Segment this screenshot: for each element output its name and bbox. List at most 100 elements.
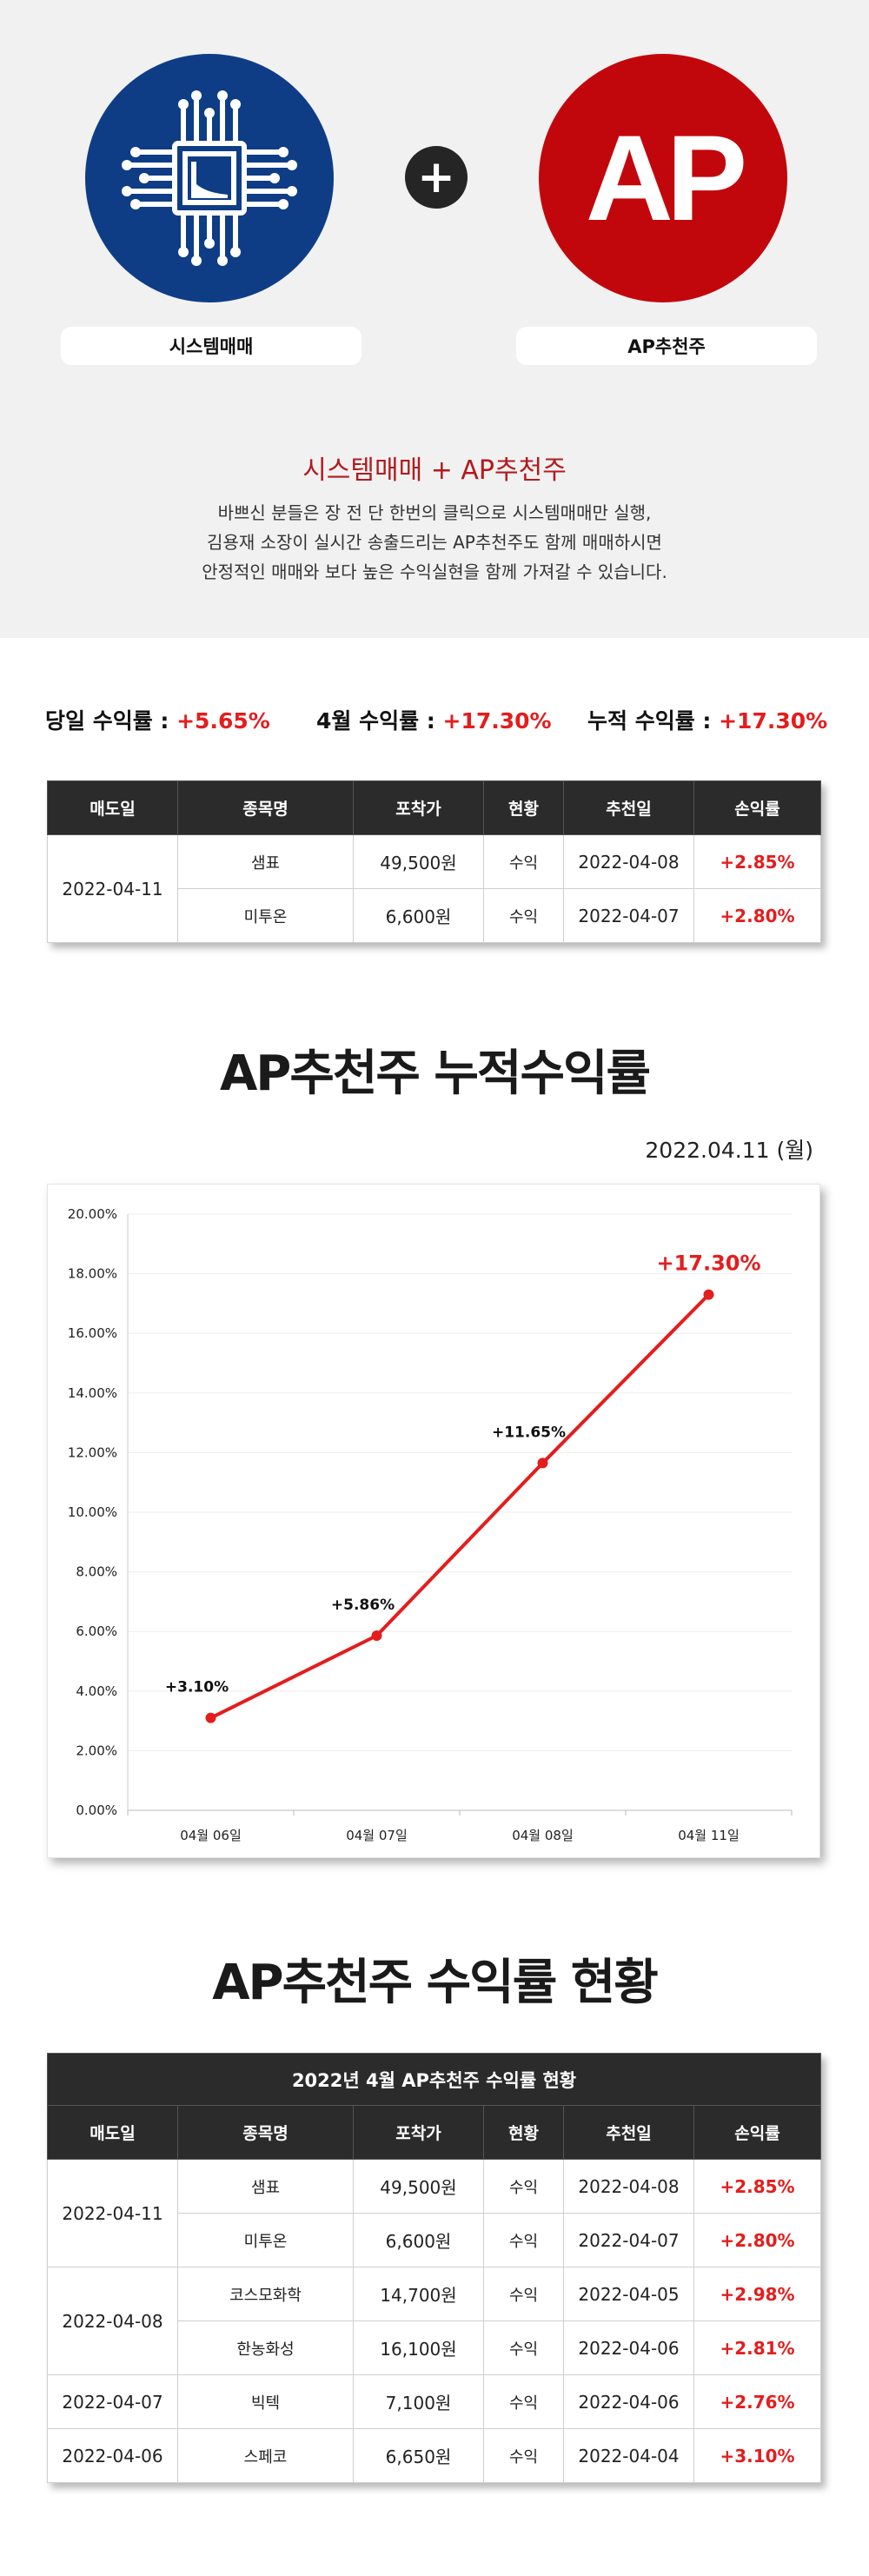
stock-name-cell: 코스모화학: [177, 2267, 354, 2321]
monthly-return-value: +17.30%: [442, 708, 552, 734]
column-header: 현황: [483, 2105, 564, 2160]
table-row: 2022-04-11 샘표 49,500원 수익 2022-04-08 +2.85%: [47, 834, 821, 943]
system-trading-logo: [85, 54, 334, 302]
data-point: [371, 1630, 382, 1642]
rec-date-cell: 2022-04-08: [563, 2159, 694, 2214]
data-label: +11.65%: [492, 1424, 566, 1441]
monthly-return-label: 4월 수익률 :: [316, 708, 443, 734]
sell-date-cell: 2022-04-11: [47, 2159, 178, 2267]
table-caption: 2022년 4월 AP추천주 수익률 현황: [46, 2053, 822, 2106]
table-row: 2022-04-07 빅텍 7,100원 수익 2022-04-06 +2.76%: [47, 2374, 822, 2429]
recent-returns-table: 매도일 종목명 포착가 현황 추천일 손익률 2022-04-11 샘표 49,500원 수익 2…: [47, 780, 821, 943]
column-header: 추천일: [563, 780, 694, 835]
intro-text-line-3: 안정적인 매매와 보다 높은 수익실현을 함께 가져갈 수 있습니다.: [202, 561, 667, 582]
table-row: 2022-04-06 스페코 6,650원 수익 2022-04-04 +3.10%: [47, 2428, 822, 2483]
sell-date-cell: 2022-04-07: [47, 2374, 178, 2429]
column-header: 매도일: [47, 780, 178, 835]
status-cell: 수익: [483, 2428, 564, 2483]
x-tick-label: 04월 07일: [346, 1828, 408, 1843]
series-line: [209, 1293, 710, 1720]
intro-section: 시스템매매 + AP추천주 바쁘신 분들은 장 전 단 한번의 클릭으로 시스템…: [0, 410, 869, 638]
data-point: [205, 1712, 216, 1723]
daily-return-label: 당일 수익률 :: [45, 708, 177, 734]
y-tick-label: 12.00%: [68, 1444, 117, 1460]
x-tick-label: 04월 06일: [180, 1828, 242, 1843]
price-cell: 6,600원: [353, 2213, 484, 2267]
price-cell: 6,600원: [353, 888, 484, 943]
return-rate-cell: +2.85%: [693, 834, 821, 889]
price-cell: 49,500원: [353, 2159, 484, 2214]
data-label: +5.86%: [331, 1597, 395, 1614]
data-label: +17.30%: [656, 1251, 760, 1276]
chip-circuit-icon: [122, 90, 297, 266]
data-point: [703, 1289, 714, 1300]
status-cell: 수익: [483, 2267, 564, 2321]
y-tick-label: 2.00%: [76, 1743, 117, 1758]
rec-date-cell: 2022-04-05: [563, 2267, 694, 2321]
table-header-row: 매도일 종목명 포착가 현황 추천일 손익률: [47, 780, 821, 835]
system-trading-label: 시스템매매: [61, 327, 362, 365]
ap-recommend-label: AP추천주: [516, 327, 817, 365]
y-tick-label: 20.00%: [68, 1206, 117, 1222]
rec-date-cell: 2022-04-06: [563, 2374, 694, 2429]
price-cell: 7,100원: [353, 2374, 484, 2429]
ap-logo-text: AP: [585, 110, 747, 246]
status-cell: 수익: [483, 888, 564, 943]
stock-name-cell: 미투온: [177, 888, 354, 943]
y-tick-label: 6.00%: [76, 1623, 117, 1639]
table-row: 2022-04-08 코스모화학 14,700원 수익 2022-04-05 +2.98%: [47, 2267, 822, 2375]
table-row: 한농화성 16,100원 수익 2022-04-06 +2.81%: [48, 2320, 822, 2375]
column-header: 현황: [483, 780, 564, 835]
stock-name-cell: 샘표: [177, 834, 354, 889]
table-caption-row: 2022년 4월 AP추천주 수익률 현황: [46, 2053, 822, 2106]
column-header: 손익률: [693, 2105, 822, 2160]
rec-date-cell: 2022-04-07: [563, 2213, 694, 2267]
y-tick-label: 10.00%: [68, 1504, 117, 1520]
table-row: 미투온 6,600원 수익 2022-04-07 +2.80%: [48, 888, 821, 943]
column-header: 추천일: [563, 2105, 694, 2160]
status-section-title: AP추천주 수익률 현황: [212, 1955, 659, 2011]
return-rate-cell: +3.10%: [693, 2428, 822, 2483]
return-rate-cell: +2.80%: [693, 888, 821, 943]
intro-title: 시스템매매 + AP추천주: [302, 455, 567, 486]
status-cell: 수익: [483, 2320, 564, 2375]
intro-text-line-2: 김용재 소장이 실시간 송출드리는 AP추천주도 함께 매매하시면: [207, 532, 662, 553]
stock-name-cell: 샘표: [177, 2159, 354, 2214]
x-tick-label: 04월 08일: [512, 1828, 574, 1843]
rec-date-cell: 2022-04-07: [563, 888, 694, 943]
column-header: 매도일: [47, 2105, 178, 2160]
table-row: 2022-04-11 샘표 49,500원 수익 2022-04-08 +2.85%: [47, 2159, 822, 2267]
stock-name-cell: 스페코: [177, 2428, 354, 2483]
stock-name-cell: 미투온: [177, 2213, 354, 2267]
x-tick-label: 04월 11일: [678, 1828, 740, 1843]
price-cell: 14,700원: [353, 2267, 484, 2321]
cumulative-return-chart: 0.00% 2.00% 4.00% 6.00% 8.00% 10.00% 12.00% 14.…: [47, 1184, 820, 1858]
column-header: 포착가: [353, 2105, 484, 2160]
sell-date-cell: 2022-04-08: [47, 2267, 178, 2375]
rec-date-cell: 2022-04-06: [563, 2320, 694, 2375]
ap-logo: AP: [539, 54, 787, 302]
rec-date-cell: 2022-04-08: [563, 834, 694, 889]
status-cell: 수익: [483, 2374, 564, 2429]
monthly-returns-table: 2022년 4월 AP추천주 수익률 현황 매도일 종목명 포착가 현황 추천일 손익률 …: [46, 2053, 822, 2483]
price-cell: 16,100원: [353, 2320, 484, 2375]
return-rate-cell: +2.98%: [693, 2267, 822, 2321]
data-label: +3.10%: [165, 1679, 229, 1696]
data-point: [537, 1457, 548, 1469]
return-rate-cell: +2.85%: [693, 2159, 822, 2214]
status-cell: 수익: [483, 2213, 564, 2267]
column-header: 종목명: [177, 780, 354, 835]
return-rate-cell: +2.80%: [693, 2213, 822, 2267]
status-cell: 수익: [483, 834, 564, 889]
table-header-row: 매도일 종목명 포착가 현황 추천일 손익률: [47, 2105, 822, 2160]
cumulative-return-label: 누적 수익률 :: [587, 708, 720, 734]
daily-return-stat: 당일 수익률 : +5.65%: [45, 704, 270, 735]
y-tick-label: 14.00%: [68, 1385, 117, 1401]
chart-date: 2022.04.11 (월): [645, 1138, 813, 1163]
stock-name-cell: 빅텍: [177, 2374, 354, 2429]
logo-banner: + AP 시스템매매 AP추천주: [0, 0, 869, 410]
plus-icon: +: [405, 146, 468, 209]
price-cell: 6,650원: [353, 2428, 484, 2483]
intro-text-line-1: 바쁘신 분들은 장 전 단 한번의 클릭으로 시스템매매만 실행,: [217, 502, 652, 523]
price-cell: 49,500원: [353, 834, 484, 889]
